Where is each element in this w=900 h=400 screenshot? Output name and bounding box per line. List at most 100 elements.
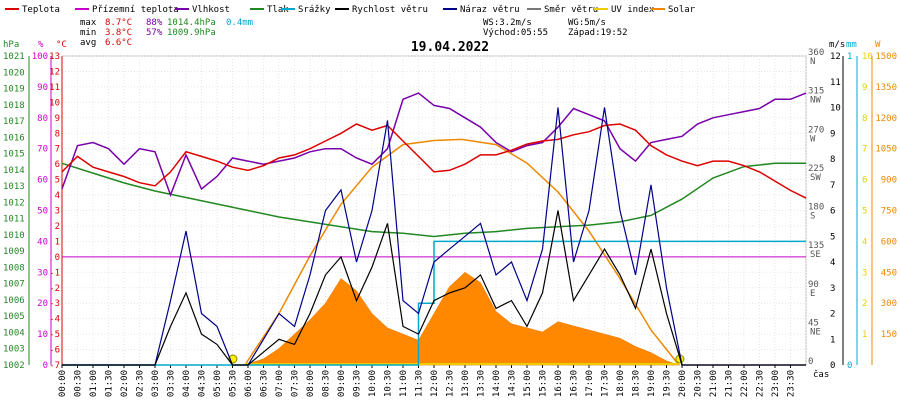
temp-tick: 4: [55, 191, 60, 201]
pct-tick: 80: [37, 114, 48, 124]
uv-tick: 9: [862, 83, 867, 93]
dir-tick: 45: [808, 318, 819, 328]
hpa-tick: 1007: [3, 280, 25, 290]
legend-label: Přízemní teplota: [92, 5, 179, 15]
hpa-unit: hPa: [3, 40, 19, 50]
uv-tick: 6: [862, 176, 867, 186]
legend-label: UV index: [611, 5, 655, 15]
mm-tick: 0: [847, 361, 852, 371]
x-tick-label: 06:30: [260, 370, 270, 397]
stats-min-press: 1009.9hPa: [167, 28, 216, 38]
ms-tick: 4: [830, 258, 835, 268]
dir-tick: 360: [808, 48, 824, 58]
pct-tick: 50: [37, 207, 48, 217]
pct-tick: 60: [37, 176, 48, 186]
pct-unit: %: [38, 40, 44, 50]
x-tick-label: 16:30: [570, 370, 580, 397]
dir-tick: 315: [808, 87, 824, 97]
pct-tick: 100: [32, 52, 48, 62]
ms-tick: 6: [830, 207, 835, 217]
hpa-tick: 1019: [3, 85, 25, 95]
x-tick-label: 16:00: [554, 370, 564, 397]
pct-tick: 10: [37, 330, 48, 340]
temp-tick: 13: [49, 52, 60, 62]
x-tick-label: 11:00: [399, 370, 409, 397]
sunrise-info: Východ:05:55: [483, 28, 548, 38]
w-tick: 1350: [875, 83, 897, 93]
temp-tick: 12: [49, 67, 60, 77]
dir-tick: 0: [808, 357, 813, 367]
pressure-line: [61, 162, 806, 238]
stats-max-hum: 88%: [146, 18, 163, 28]
dir-tick: 225: [808, 164, 824, 174]
ms-tick: 11: [830, 78, 841, 88]
ms-tick: 2: [830, 310, 835, 320]
ms-tick: 10: [830, 104, 841, 114]
uv-tick: 8: [862, 114, 867, 124]
legend-label: Vlhkost: [192, 5, 230, 15]
x-tick-label: 04:00: [182, 370, 192, 397]
x-tick-label: 09:30: [353, 370, 363, 397]
stats-block: max 8.7°C 88% 1014.4hPa 0.4mm min 3.8°C …: [80, 18, 253, 48]
uv-tick: 1: [862, 330, 867, 340]
x-tick-label: 15:00: [523, 370, 533, 397]
humidity-line: [61, 92, 807, 198]
ms-tick: 7: [830, 181, 835, 191]
x-tick-label: 03:00: [151, 370, 161, 397]
legend-label: Solar: [668, 5, 696, 15]
w-tick: 1500: [875, 52, 897, 62]
x-tick-label: 14:00: [492, 370, 502, 397]
hpa-tick: 1005: [3, 312, 25, 322]
dir-tick: 180: [808, 203, 824, 213]
x-tick-label: 09:00: [337, 370, 347, 397]
dir-label: NE: [810, 327, 821, 337]
solar-area: [244, 271, 679, 366]
ms-tick: 8: [830, 155, 835, 165]
x-tick-label: 18:30: [632, 370, 642, 397]
stats-max-temp: 8.7°C: [105, 18, 132, 28]
x-tick-label: 02:00: [120, 370, 130, 397]
pct-tick: 20: [37, 299, 48, 309]
dir-tick: 90: [808, 280, 819, 290]
x-tick-label: 12:00: [430, 370, 440, 397]
stats-max-press: 1014.4hPa: [167, 18, 216, 28]
x-tick-label: 21:30: [725, 370, 735, 397]
x-tick-label: 06:00: [244, 370, 254, 397]
x-tick-label: 08:30: [322, 370, 332, 397]
uv-tick: 4: [862, 237, 867, 247]
x-tick-label: 18:00: [616, 370, 626, 397]
dir-label: NW: [810, 96, 821, 106]
hpa-tick: 1014: [3, 166, 25, 176]
x-tick-label: 05:30: [229, 370, 239, 397]
stats-min-label: min: [80, 28, 96, 38]
w-tick: 900: [881, 176, 897, 186]
hpa-tick: 1021: [3, 52, 25, 62]
dir-label: SW: [810, 173, 821, 183]
x-tick-label: 07:00: [275, 370, 285, 397]
x-tick-label: 17:00: [585, 370, 595, 397]
hpa-tick: 1008: [3, 263, 25, 273]
stats-rain: 0.4mm: [226, 18, 253, 28]
x-tick-label: 19:00: [647, 370, 657, 397]
chart-legend: Teplota Přízemní teplota Vlhkost Tlak Srážky…: [5, 5, 696, 15]
hpa-tick: 1011: [3, 215, 25, 225]
dir-label: S: [810, 212, 815, 222]
hpa-tick: 1015: [3, 150, 25, 160]
pct-tick: 30: [37, 268, 48, 278]
x-tick-label: 13:00: [461, 370, 471, 397]
temp-tick: -5: [49, 330, 60, 340]
dir-label: SE: [810, 250, 821, 260]
temp-tick: 6: [55, 160, 60, 170]
x-tick-label: 23:30: [787, 370, 797, 397]
ms-tick: 12: [830, 52, 841, 62]
x-tick-label: 22:30: [756, 370, 766, 397]
ms-tick: 5: [830, 232, 835, 242]
sunset-info: Západ:19:52: [568, 28, 628, 38]
x-tick-label: 15:30: [539, 370, 549, 397]
x-tick-label: 08:00: [306, 370, 316, 397]
hpa-tick: 1004: [3, 328, 25, 338]
temp-tick: -4: [49, 315, 60, 325]
hpa-tick: 1010: [3, 231, 25, 241]
x-tick-label: 22:00: [740, 370, 750, 397]
